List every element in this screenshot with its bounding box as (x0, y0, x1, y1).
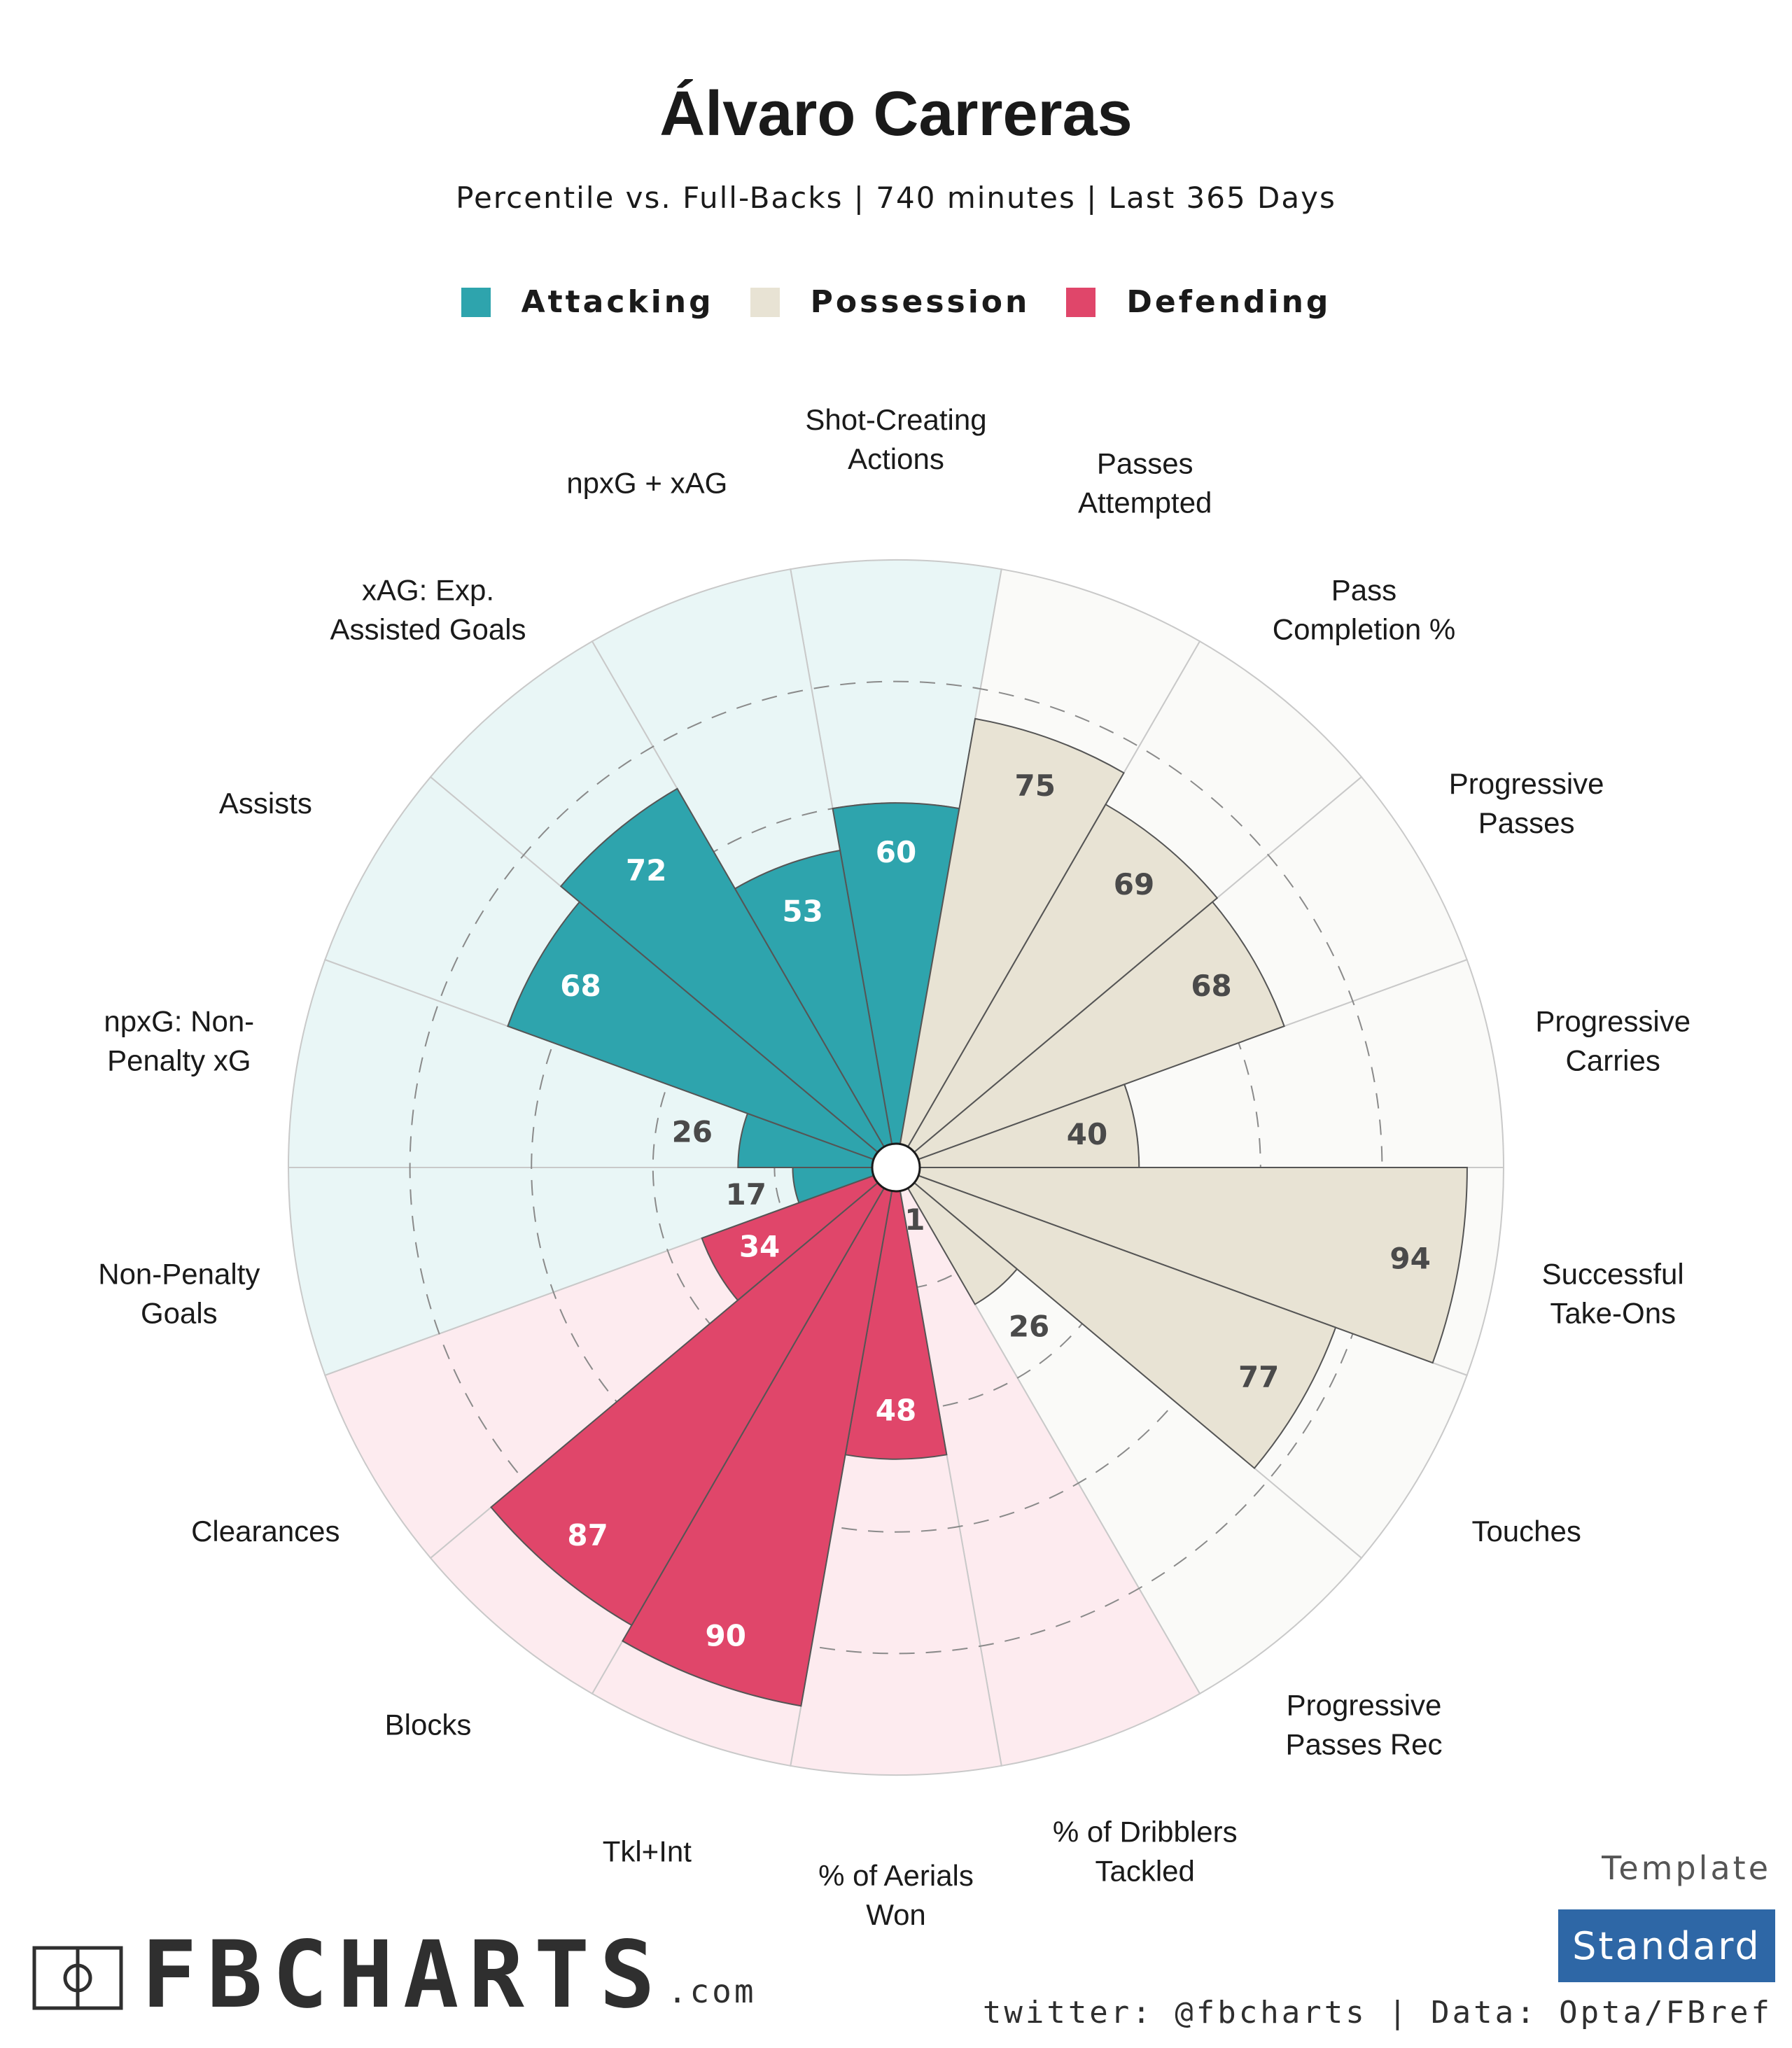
value-label-xag-exp-assisted-goals: 72 (626, 853, 666, 888)
value-label-assists: 68 (560, 969, 601, 1003)
legend-item-attacking: Attacking (461, 284, 714, 320)
bar-touches (895, 1167, 1337, 1470)
bar-of-aerials-won (844, 1167, 948, 1460)
chart-title: Álvaro Carreras (659, 79, 1133, 149)
bar-xag-exp-assisted-goals (559, 787, 897, 1168)
value-label-non-penalty-goals: 17 (726, 1177, 766, 1212)
bar-progressive-passes (895, 901, 1285, 1168)
fbcharts-logo: FBCHARTS .com (32, 1921, 757, 2029)
value-label-npxg-non-penalty-xg: 26 (672, 1115, 713, 1149)
value-label-touches: 77 (1238, 1360, 1279, 1394)
category-label-successful-take-ons: Successful Take-Ons (1542, 1258, 1684, 1330)
category-label-of-dribblers-tackled: % of Dribblers Tackled (1053, 1815, 1238, 1887)
logo-suffix: .com (667, 1972, 757, 2010)
template-label: Template (1602, 1849, 1771, 1887)
pitch-icon (32, 1946, 123, 2010)
legend-item-defending: Defending (1066, 284, 1331, 320)
bar-passes-attempted (895, 717, 1125, 1168)
bar-progressive-passes-rec (895, 1167, 1018, 1305)
bar-pass-completion (895, 803, 1219, 1168)
chart-subtitle: Percentile vs. Full-Backs | 740 minutes … (456, 181, 1336, 215)
value-label-progressive-passes: 68 (1191, 969, 1231, 1003)
legend-label-defending: Defending (1126, 284, 1331, 320)
wedge-bg-progressive-passes-rec (895, 1167, 1363, 1695)
bar-assists (507, 901, 897, 1168)
value-label-progressive-passes-rec: 26 (1009, 1310, 1049, 1344)
value-label-npxg-xag: 53 (782, 894, 822, 928)
category-label-shot-creating-actions: Shot-Creating Actions (805, 403, 986, 475)
wedge-bg-of-dribblers-tackled (895, 1167, 1201, 1767)
value-label-passes-attempted: 75 (1014, 769, 1055, 803)
bar-tkl-int (622, 1167, 897, 1707)
legend-swatch-possession (750, 287, 780, 317)
category-label-xag-exp-assisted-goals: xAG: Exp. Assisted Goals (330, 573, 526, 645)
value-label-pass-completion: 69 (1114, 867, 1154, 902)
wedge-bg-of-aerials-won (790, 1167, 1002, 1776)
bar-npxg-xag (734, 849, 897, 1168)
category-label-npxg-non-penalty-xg: npxG: Non-Penalty xG (104, 1004, 254, 1076)
category-label-progressive-carries: Progressive Carries (1535, 1004, 1690, 1076)
category-label-clearances: Clearances (191, 1515, 340, 1548)
category-label-of-aerials-won: % of Aerials Won (818, 1859, 974, 1931)
category-label-assists: Assists (219, 787, 312, 820)
value-label-progressive-carries: 40 (1067, 1117, 1107, 1151)
template-badge: Standard (1558, 1909, 1775, 1982)
value-label-of-aerials-won: 48 (876, 1394, 916, 1428)
value-label-of-dribblers-tackled: 1 (904, 1202, 925, 1237)
bar-clearances (701, 1167, 897, 1302)
category-label-progressive-passes-rec: Progressive Passes Rec (1285, 1689, 1442, 1761)
legend-swatch-defending (1066, 287, 1096, 317)
category-label-tkl-int: Tkl+Int (603, 1835, 692, 1867)
legend-item-possession: Possession (750, 284, 1030, 320)
category-label-progressive-passes: Progressive Passes (1449, 767, 1604, 839)
bar-blocks (490, 1167, 897, 1627)
wedge-bg-non-penalty-goals (287, 1167, 897, 1377)
category-label-blocks: Blocks (385, 1709, 472, 1741)
value-labels: 60 75 69 68 40 94 77 26 1 48 90 87 34 17 26 68 72 53 (560, 769, 1431, 1653)
category-labels: Shot-Creating Actions Passes Attempted Pass C… (98, 403, 1690, 1931)
category-label-passes-attempted: Passes Attempted (1078, 447, 1212, 519)
value-label-clearances: 34 (739, 1230, 780, 1264)
legend-swatch-attacking (461, 287, 491, 317)
value-label-successful-take-ons: 94 (1390, 1242, 1430, 1276)
credits: twitter: @fbcharts | Data: Opta/FBref (982, 1995, 1772, 2031)
legend-label-attacking: Attacking (521, 284, 714, 320)
value-label-tkl-int: 90 (706, 1618, 746, 1653)
value-label-blocks: 87 (567, 1518, 608, 1552)
category-label-npxg-xag: npxG + xAG (566, 467, 727, 500)
bar-shot-creating-actions (832, 802, 960, 1168)
legend: Attacking Possession Defending (0, 284, 1792, 320)
bar-successful-take-ons (895, 1167, 1468, 1364)
legend-label-possession: Possession (810, 284, 1030, 320)
value-bars (490, 717, 1468, 1707)
logo-text: FBCHARTS (141, 1921, 665, 2029)
category-label-non-penalty-goals: Non-Penalty Goals (98, 1258, 260, 1330)
category-label-pass-completion: Pass Completion % (1273, 573, 1455, 645)
wedge-bg-npxg-non-penalty-xg (287, 958, 897, 1168)
category-label-touches: Touches (1471, 1515, 1581, 1548)
value-label-shot-creating-actions: 60 (876, 835, 916, 869)
center-hole (871, 1142, 921, 1193)
